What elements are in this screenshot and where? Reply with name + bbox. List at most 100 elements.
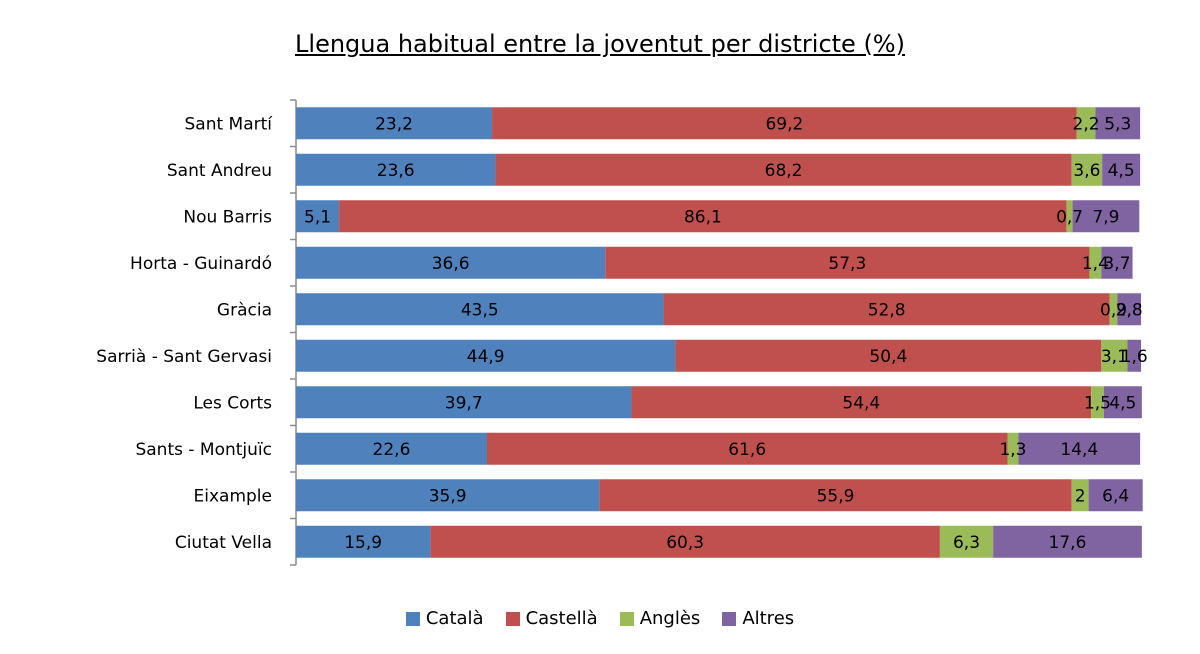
legend-label-castella: Castellà (525, 608, 598, 629)
bar-segment (1095, 107, 1141, 140)
data-label: 22,6 (373, 440, 411, 460)
data-label: 1,5 (1084, 393, 1111, 413)
data-label: 52,8 (868, 300, 906, 320)
data-label: 5,1 (304, 207, 331, 227)
bar-segment (675, 339, 1102, 372)
bar-segment (1091, 386, 1104, 419)
category-label: Sant Martí (184, 114, 273, 134)
data-label: 23,2 (375, 114, 413, 134)
data-label: 1,4 (1082, 254, 1109, 274)
legend-label-catala: Català (425, 608, 484, 629)
bar-segment (492, 107, 1077, 140)
bar-segment (939, 525, 994, 558)
category-labels-layer: Sant Martí Sant Andreu Nou Barris Horta - G… (96, 114, 273, 553)
bar-segment (663, 293, 1110, 326)
legend-item-catala: Català (405, 608, 484, 629)
bar-segment (430, 525, 940, 558)
data-label: 44,9 (467, 347, 505, 367)
data-label: 23,6 (377, 161, 415, 181)
category-label: Nou Barris (183, 207, 272, 227)
bar-segment (1103, 386, 1142, 419)
bar-segment (1109, 293, 1118, 326)
data-label: 50,4 (869, 347, 907, 367)
legend-swatch-altres (722, 611, 737, 626)
data-label: 2,8 (1116, 300, 1143, 320)
legend-label-angles: Anglès (639, 608, 701, 629)
data-label: 60,3 (666, 533, 704, 553)
bar-segment (1076, 107, 1096, 140)
bars-layer (296, 107, 1143, 558)
bar-segment (1101, 246, 1133, 279)
data-label: 54,4 (842, 393, 880, 413)
bar-segment (296, 246, 606, 279)
data-label: 3,7 (1103, 254, 1130, 274)
data-label: 2 (1075, 486, 1086, 506)
data-label: 57,3 (828, 254, 866, 274)
data-label: 6,3 (953, 533, 980, 553)
data-label: 3,6 (1073, 161, 1100, 181)
data-label: 5,3 (1104, 114, 1131, 134)
legend-item-angles: Anglès (619, 608, 701, 629)
axis-layer (290, 99, 297, 566)
data-label: 36,6 (432, 254, 470, 274)
bar-segment (1102, 153, 1141, 186)
data-label: 39,7 (445, 393, 483, 413)
bar-segment (296, 153, 496, 186)
category-label: Sants - Montjuïc (135, 440, 272, 460)
legend-item-altres: Altres (722, 608, 794, 629)
bar-segment (1018, 432, 1141, 465)
bar-segment (599, 479, 1072, 512)
data-label: 55,9 (817, 486, 855, 506)
data-label: 15,9 (344, 533, 382, 553)
category-label: Eixample (194, 486, 272, 506)
data-label: 14,4 (1060, 440, 1098, 460)
data-label: 4,5 (1109, 393, 1136, 413)
legend-swatch-catala (405, 611, 420, 626)
data-label: 0,9 (1100, 300, 1127, 320)
stacked-bar-chart: 23,2 69,2 2,2 5,3 23,6 68,2 3,6 4,5 5,1 86,1 0,7 7,… (96, 99, 1148, 566)
data-label: 2,2 (1073, 114, 1100, 134)
category-label: Sarrià - Sant Gervasi (96, 347, 272, 367)
bar-segment (605, 246, 1090, 279)
bar-segment (1101, 339, 1128, 372)
data-label: 3,1 (1101, 347, 1128, 367)
category-label: Horta - Guinardó (130, 254, 272, 274)
category-label: Ciutat Vella (175, 533, 272, 553)
data-label: 6,4 (1102, 486, 1129, 506)
bar-segment (1066, 200, 1073, 233)
bar-segment (631, 386, 1092, 419)
bar-segment (339, 200, 1067, 233)
bar-segment (1127, 339, 1141, 372)
bar-segment (296, 339, 676, 372)
bar-segment (296, 386, 632, 419)
data-label: 35,9 (429, 486, 467, 506)
data-label: 4,5 (1108, 161, 1135, 181)
bar-segment (1071, 153, 1103, 186)
bar-segment (495, 153, 1072, 186)
data-label: 1,6 (1121, 347, 1148, 367)
data-label: 68,2 (765, 161, 803, 181)
legend-label-altres: Altres (742, 608, 795, 629)
data-label: 61,6 (728, 440, 766, 460)
legend-swatch-castella (505, 611, 520, 626)
bar-segment (993, 525, 1142, 558)
bar-segment (296, 525, 431, 558)
data-label: 17,6 (1049, 533, 1087, 553)
data-label: 1,3 (999, 440, 1026, 460)
value-labels-layer: 23,2 69,2 2,2 5,3 23,6 68,2 3,6 4,5 5,1 86,1 0,7 7,… (304, 114, 1148, 553)
bar-segment (1088, 479, 1143, 512)
bar-segment (296, 293, 664, 326)
data-label: 43,5 (461, 300, 499, 320)
category-label: Sant Andreu (167, 161, 272, 181)
legend-item-castella: Castellà (505, 608, 598, 629)
bar-segment (296, 107, 493, 140)
category-label: Gràcia (217, 300, 272, 320)
legend: Català Castellà Anglès Altres (0, 608, 1200, 629)
category-label: Les Corts (193, 393, 272, 413)
data-label: 69,2 (765, 114, 803, 134)
legend-swatch-angles (619, 611, 634, 626)
bar-segment (296, 479, 600, 512)
bar-segment (486, 432, 1008, 465)
chart-title: Llengua habitual entre la joventut per d… (295, 30, 905, 58)
data-label: 86,1 (684, 207, 722, 227)
